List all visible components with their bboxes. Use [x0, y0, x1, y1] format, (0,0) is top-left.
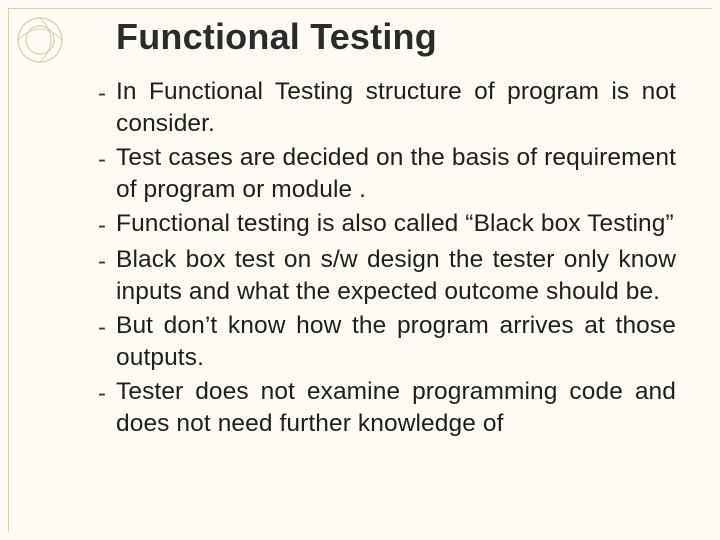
- bullet-dash-icon: -: [98, 76, 116, 110]
- list-item: - Functional testing is also called “Bla…: [98, 208, 676, 242]
- list-item: - Black box test on s/w design the teste…: [98, 244, 676, 308]
- slide-body: - In Functional Testing structure of pro…: [50, 76, 680, 440]
- frame-top-line: [8, 8, 712, 9]
- bullet-text: Tester does not examine programming code…: [116, 376, 676, 440]
- list-item: - In Functional Testing structure of pro…: [98, 76, 676, 140]
- bullet-dash-icon: -: [98, 244, 116, 278]
- bullet-dash-icon: -: [98, 376, 116, 410]
- frame-left-line: [8, 8, 9, 532]
- corner-ornament-icon: [14, 14, 78, 78]
- bullet-dash-icon: -: [98, 208, 116, 242]
- bullet-dash-icon: -: [98, 142, 116, 176]
- bullet-text: But don’t know how the program arrives a…: [116, 310, 676, 374]
- list-item: - Tester does not examine programming co…: [98, 376, 676, 440]
- bullet-text: Test cases are decided on the basis of r…: [116, 142, 676, 206]
- bullet-text: Functional testing is also called “Black…: [116, 208, 676, 240]
- list-item: - Test cases are decided on the basis of…: [98, 142, 676, 206]
- bullet-dash-icon: -: [98, 310, 116, 344]
- bullet-text: Black box test on s/w design the tester …: [116, 244, 676, 308]
- list-item: - But don’t know how the program arrives…: [98, 310, 676, 374]
- slide: Functional Testing - In Functional Testi…: [0, 0, 720, 540]
- slide-title: Functional Testing: [116, 16, 680, 58]
- bullet-text: In Functional Testing structure of progr…: [116, 76, 676, 140]
